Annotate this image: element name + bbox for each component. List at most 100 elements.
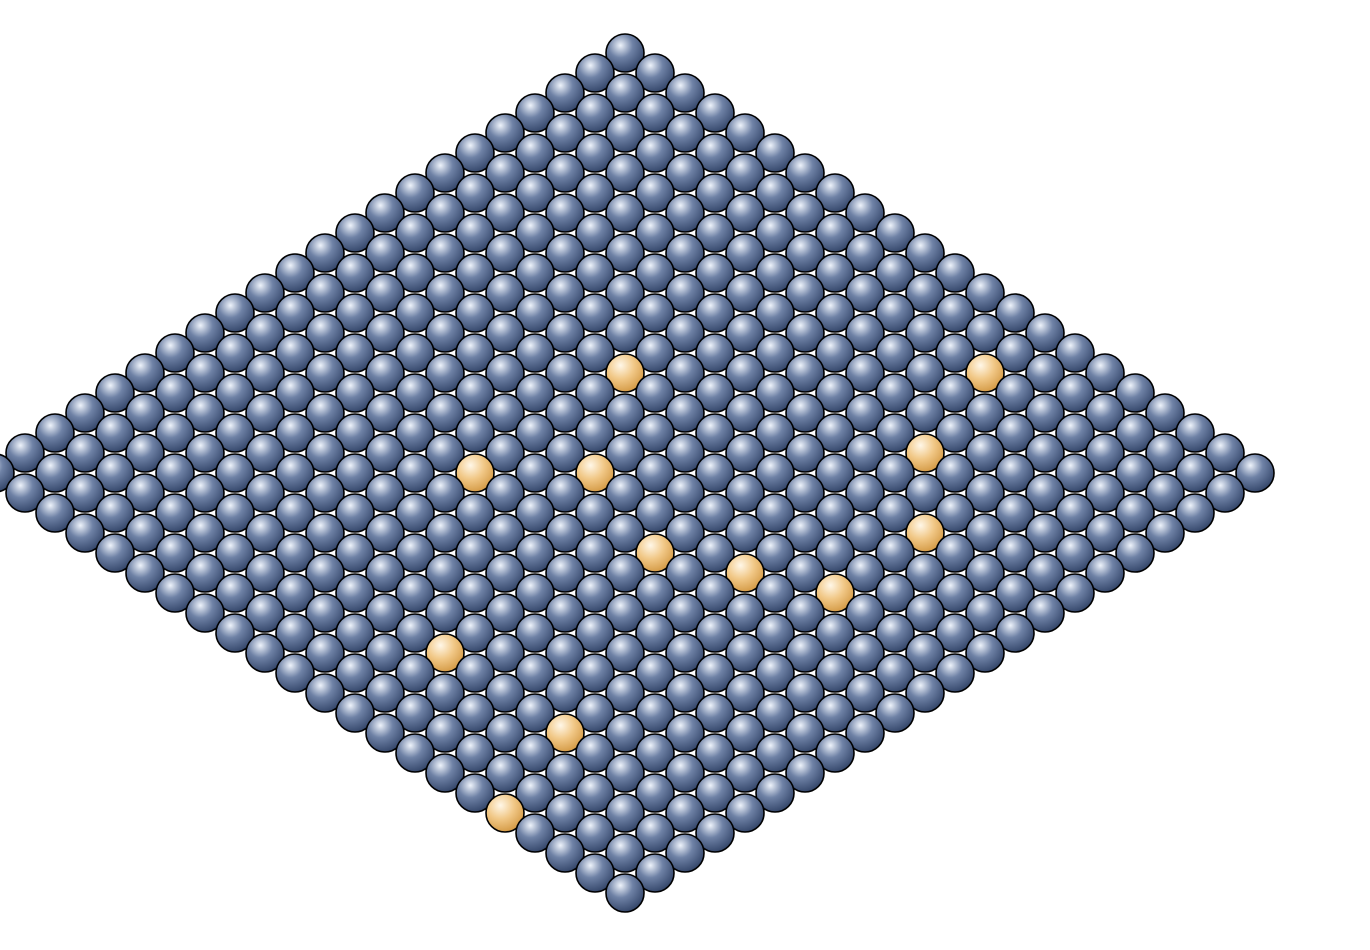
host-atom bbox=[245, 553, 285, 593]
host-atom bbox=[545, 273, 585, 313]
host-atom bbox=[305, 473, 345, 513]
host-atom bbox=[425, 193, 465, 233]
host-atom bbox=[185, 433, 225, 473]
host-atom bbox=[665, 593, 705, 633]
host-atom bbox=[815, 533, 855, 573]
host-atom bbox=[275, 533, 315, 573]
host-atom bbox=[1055, 573, 1095, 613]
host-atom bbox=[575, 493, 615, 533]
host-atom bbox=[545, 593, 585, 633]
host-atom bbox=[695, 573, 735, 613]
host-atom bbox=[605, 233, 645, 273]
host-atom bbox=[1205, 473, 1245, 513]
host-atom bbox=[125, 513, 165, 553]
host-atom bbox=[425, 513, 465, 553]
host-atom bbox=[455, 133, 495, 173]
host-atom bbox=[1235, 453, 1275, 493]
host-atom bbox=[845, 353, 885, 393]
host-atom bbox=[1055, 493, 1095, 533]
host-atom bbox=[365, 633, 405, 673]
host-atom bbox=[635, 413, 675, 453]
host-atom bbox=[185, 313, 225, 353]
host-atom bbox=[605, 313, 645, 353]
host-atom bbox=[335, 573, 375, 613]
host-atom bbox=[275, 613, 315, 653]
host-atom bbox=[545, 553, 585, 593]
host-atom bbox=[1025, 513, 1065, 553]
host-atom bbox=[455, 533, 495, 573]
host-atom bbox=[635, 253, 675, 293]
host-atom bbox=[605, 873, 645, 913]
host-atom bbox=[665, 273, 705, 313]
host-atom bbox=[665, 113, 705, 153]
host-atom bbox=[395, 453, 435, 493]
host-atom bbox=[425, 313, 465, 353]
host-atom bbox=[605, 153, 645, 193]
host-atom bbox=[185, 353, 225, 393]
host-atom bbox=[875, 333, 915, 373]
host-atom bbox=[785, 233, 825, 273]
host-atom bbox=[125, 393, 165, 433]
host-atom bbox=[485, 153, 525, 193]
host-atom bbox=[575, 653, 615, 693]
host-atom bbox=[155, 413, 195, 453]
host-atom bbox=[845, 233, 885, 273]
host-atom bbox=[395, 693, 435, 733]
host-atom bbox=[905, 673, 945, 713]
host-atom bbox=[695, 493, 735, 533]
host-atom bbox=[875, 533, 915, 573]
host-atom bbox=[305, 513, 345, 553]
host-atom bbox=[155, 373, 195, 413]
host-atom bbox=[755, 413, 795, 453]
host-atom bbox=[1115, 453, 1155, 493]
host-atom bbox=[605, 593, 645, 633]
host-atom bbox=[1055, 373, 1095, 413]
host-atom bbox=[665, 633, 705, 673]
host-atom bbox=[785, 473, 825, 513]
host-atom bbox=[365, 473, 405, 513]
host-atom bbox=[875, 413, 915, 453]
host-atom bbox=[695, 413, 735, 453]
host-atom bbox=[785, 393, 825, 433]
host-atom bbox=[215, 333, 255, 373]
host-atom bbox=[575, 533, 615, 573]
host-atom bbox=[635, 173, 675, 213]
host-atom bbox=[455, 413, 495, 453]
host-atom bbox=[125, 433, 165, 473]
host-atom bbox=[515, 173, 555, 213]
host-atom bbox=[455, 653, 495, 693]
host-atom bbox=[515, 93, 555, 133]
host-atom bbox=[485, 553, 525, 593]
host-atom bbox=[335, 493, 375, 533]
host-atom bbox=[935, 293, 975, 333]
host-atom bbox=[485, 753, 525, 793]
host-atom bbox=[335, 453, 375, 493]
host-atom bbox=[305, 313, 345, 353]
host-atom bbox=[935, 333, 975, 373]
host-atom bbox=[575, 813, 615, 853]
host-atom bbox=[935, 493, 975, 533]
host-atom bbox=[635, 493, 675, 533]
host-atom bbox=[875, 453, 915, 493]
host-atom bbox=[365, 193, 405, 233]
host-atom bbox=[305, 673, 345, 713]
host-atom bbox=[485, 273, 525, 313]
host-atom bbox=[395, 333, 435, 373]
host-atom bbox=[815, 213, 855, 253]
host-atom bbox=[455, 213, 495, 253]
host-atom bbox=[185, 513, 225, 553]
host-atom bbox=[455, 373, 495, 413]
host-atom bbox=[695, 453, 735, 493]
host-atom bbox=[905, 473, 945, 513]
host-atom bbox=[305, 233, 345, 273]
host-atom bbox=[125, 473, 165, 513]
host-atom bbox=[635, 613, 675, 653]
host-atom bbox=[605, 193, 645, 233]
host-atom bbox=[425, 273, 465, 313]
host-atom bbox=[425, 473, 465, 513]
host-atom bbox=[665, 153, 705, 193]
host-atom bbox=[995, 373, 1035, 413]
host-atom bbox=[485, 673, 525, 713]
host-atom bbox=[485, 593, 525, 633]
